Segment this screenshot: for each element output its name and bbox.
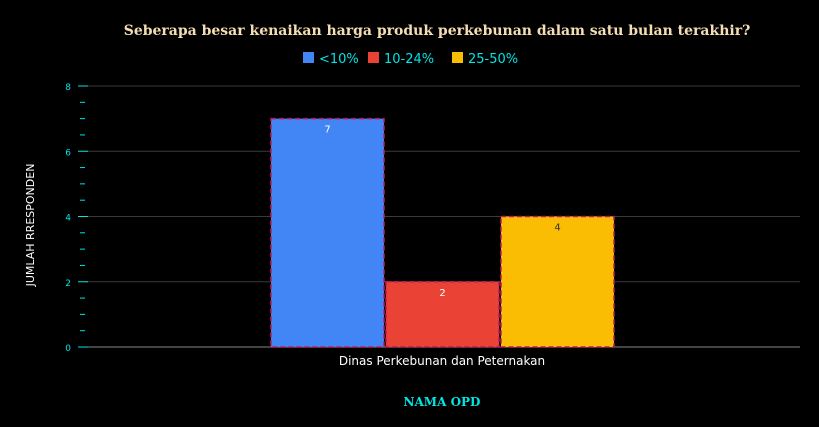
bar-2	[500, 215, 615, 348]
bar-0	[270, 117, 385, 348]
x-axis-title: NAMA OPD	[404, 395, 481, 409]
data-label-1: 2	[439, 288, 445, 299]
y-tick-label-0: 0	[65, 344, 71, 354]
y-tick-label-3: 6	[65, 148, 71, 158]
legend-swatch-0	[303, 52, 314, 63]
x-category-label: Dinas Perkebunan dan Peternakan	[339, 354, 545, 368]
legend-label-1: 10-24%	[384, 52, 434, 67]
legend-swatch-2	[452, 52, 463, 63]
legend-swatch-1	[368, 52, 379, 63]
chart-title: Seberapa besar kenaikan harga produk per…	[124, 23, 751, 39]
data-label-0: 7	[324, 125, 330, 136]
y-tick-label-2: 4	[65, 214, 71, 224]
y-axis-title: JUMLAH RRESPONDEN	[24, 164, 37, 288]
legend-label-2: 25-50%	[468, 52, 518, 67]
y-tick-label-4: 8	[65, 83, 71, 93]
data-labels: 7 2 4	[324, 125, 560, 299]
legend: <10% 10-24% 25-50%	[303, 52, 518, 67]
y-tick-label-1: 2	[65, 279, 71, 289]
bar-1	[385, 281, 500, 348]
bars	[270, 117, 615, 348]
legend-label-0: <10%	[319, 52, 359, 67]
y-axis: 0 2 4 6 8	[65, 83, 88, 354]
data-label-2: 4	[554, 223, 560, 234]
